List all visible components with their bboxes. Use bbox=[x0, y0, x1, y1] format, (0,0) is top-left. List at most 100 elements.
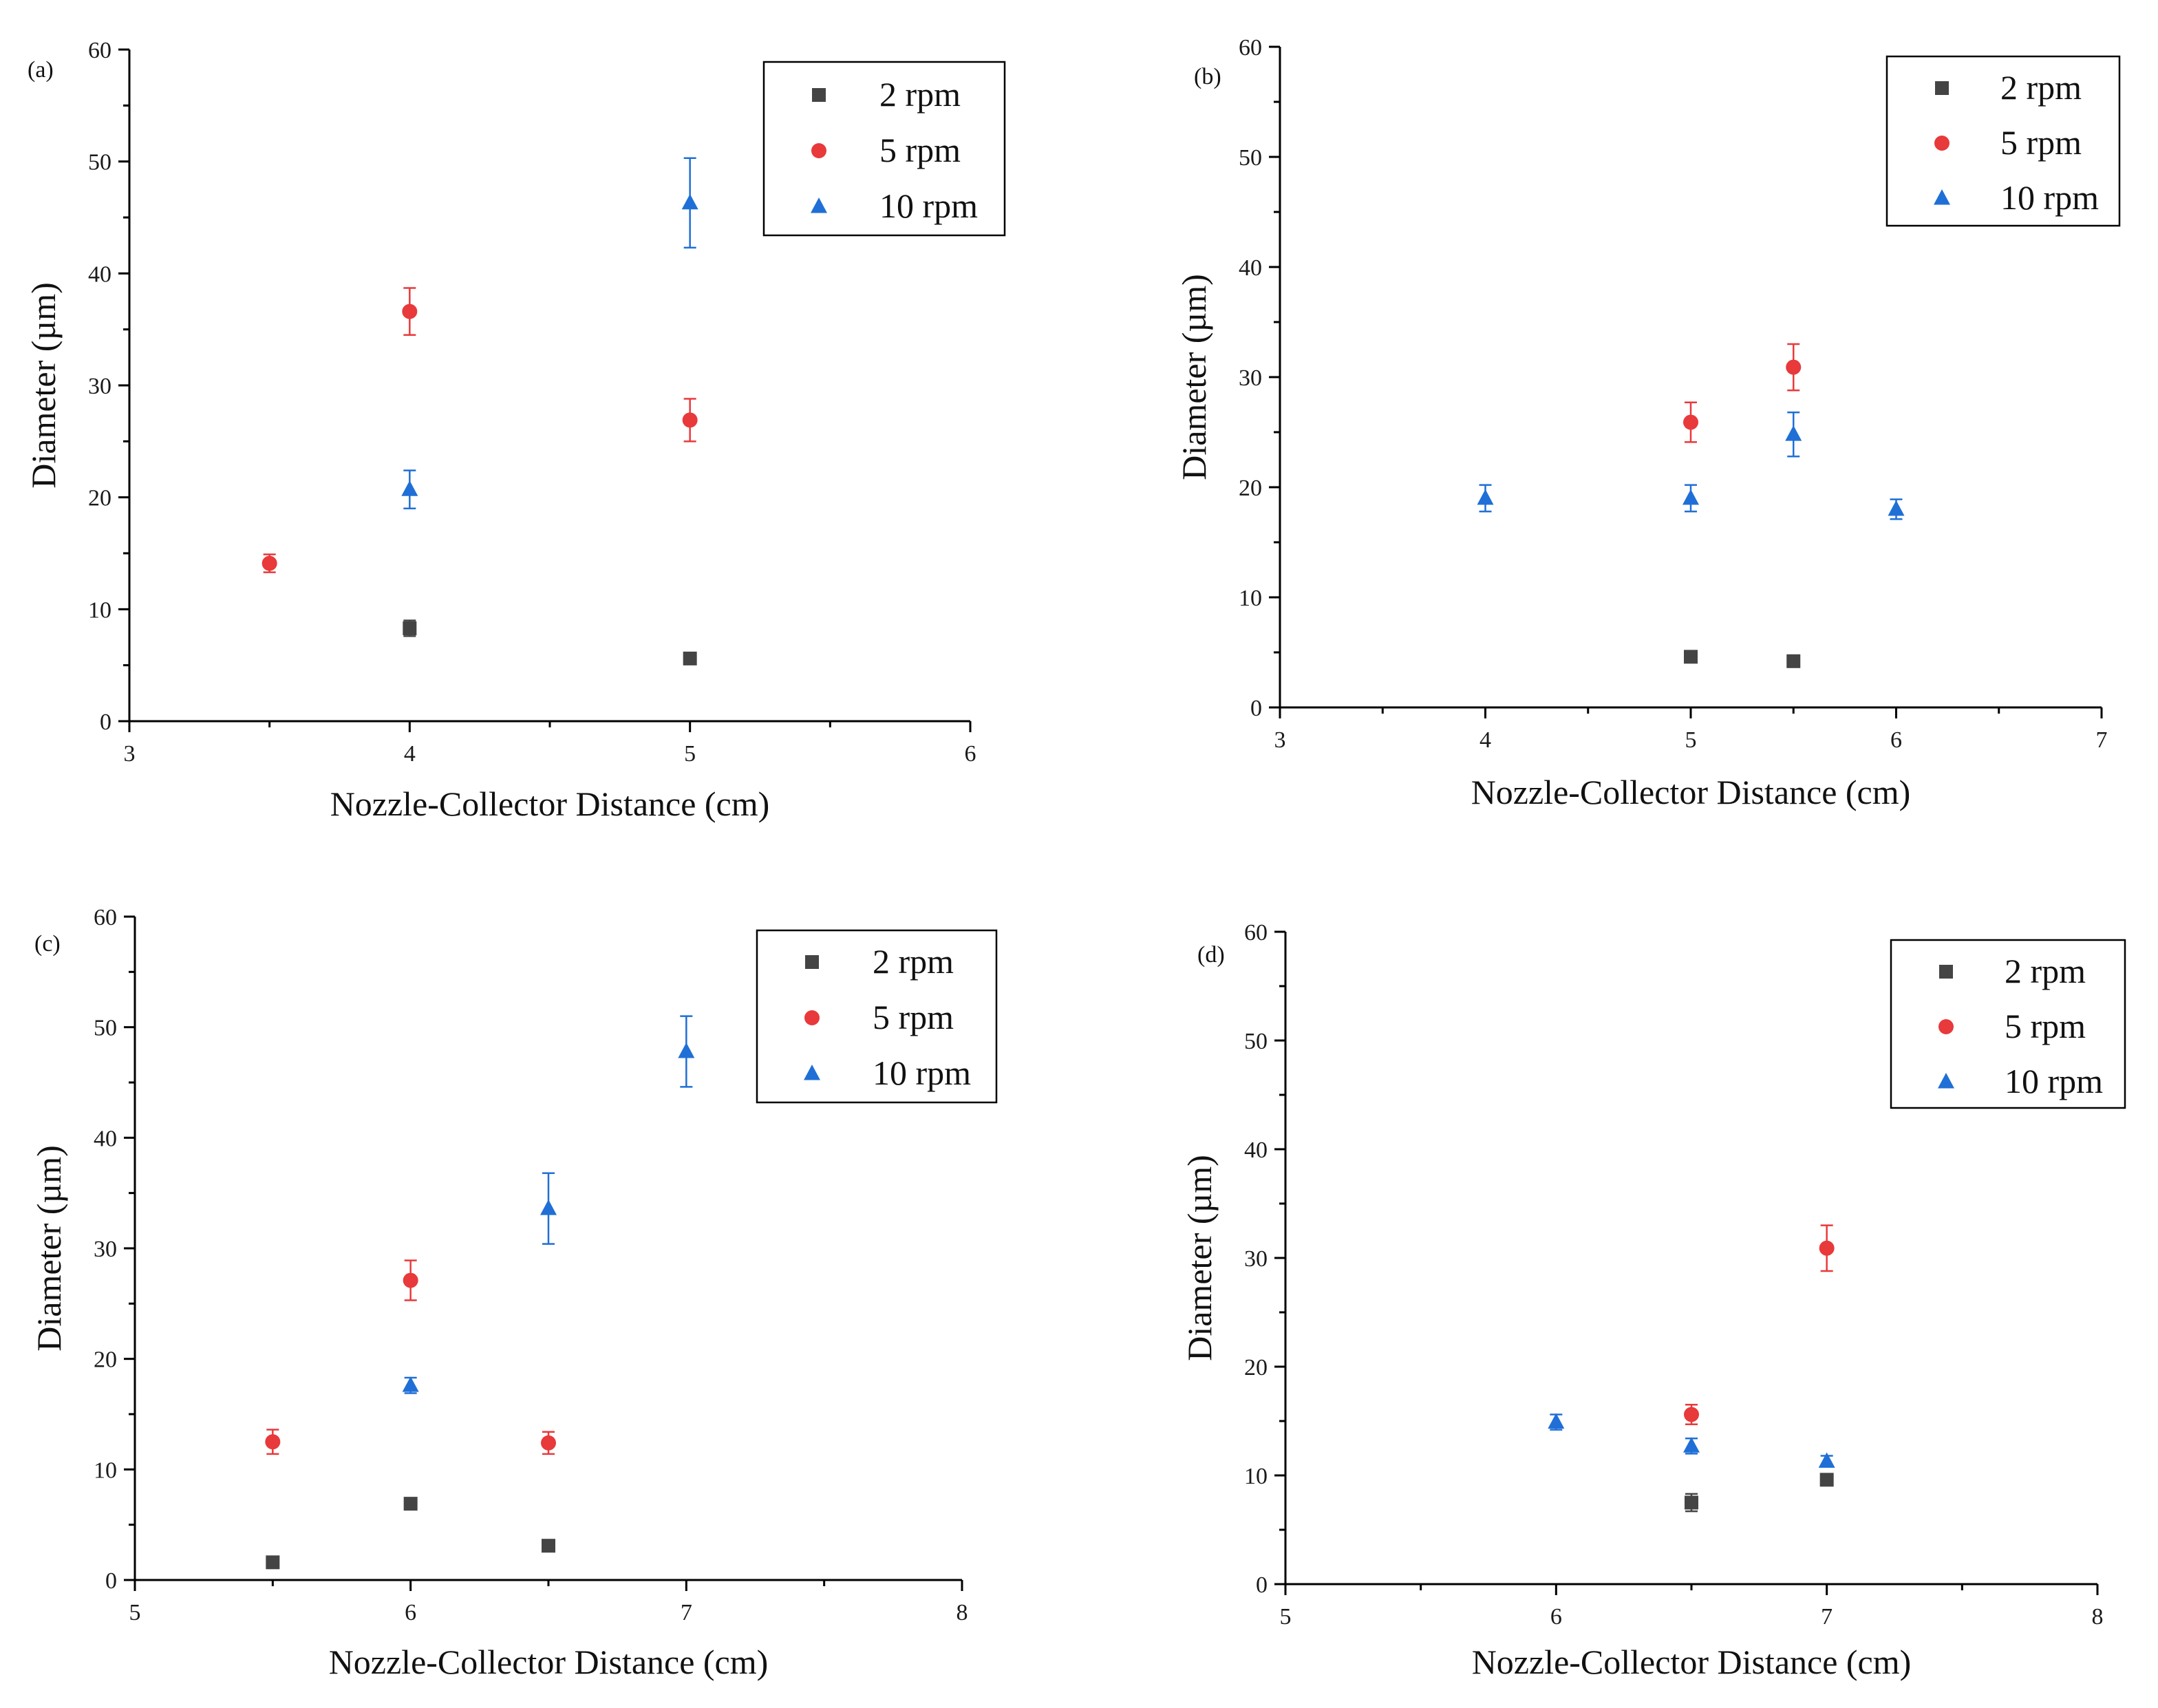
legend-box bbox=[762, 61, 1006, 237]
x-tick-label: 5 bbox=[1685, 727, 1697, 753]
x-tick-label: 7 bbox=[1821, 1604, 1833, 1630]
x-tick-label: 3 bbox=[124, 741, 136, 767]
y-tick-label: 20 bbox=[94, 1347, 117, 1373]
x-tick-label: 8 bbox=[2092, 1604, 2104, 1630]
data-point bbox=[681, 193, 698, 210]
x-tick-label: 6 bbox=[1550, 1604, 1562, 1630]
series-5-rpm bbox=[1684, 1224, 1835, 1425]
legend-marker bbox=[1934, 136, 1949, 151]
y-tick-label: 0 bbox=[1250, 696, 1262, 721]
legend-marker bbox=[812, 88, 826, 102]
legend-label: 2 rpm bbox=[2000, 68, 2082, 107]
legend-marker bbox=[805, 955, 819, 969]
series-2-rpm bbox=[1685, 1473, 1834, 1513]
legend-label: 10 rpm bbox=[2000, 178, 2099, 217]
panel-d: 0 10 20 30 40 50 60 5 6 7 8 Nozzle-Collector Distan… bbox=[1180, 920, 2126, 1681]
y-tick-label: 60 bbox=[1244, 920, 1268, 946]
panel-label: (b) bbox=[1194, 64, 1221, 89]
y-tick-label: 10 bbox=[94, 1458, 117, 1483]
data-point bbox=[1819, 1473, 1834, 1487]
legend-marker bbox=[1938, 1072, 1954, 1089]
series-2-rpm bbox=[266, 1497, 555, 1570]
x-axis-title: Nozzle-Collector Distance (cm) bbox=[1471, 773, 1911, 811]
legend-marker bbox=[811, 143, 826, 158]
legend-box bbox=[756, 929, 998, 1104]
data-point bbox=[1785, 425, 1802, 441]
y-axis-title: Diameter (µm) bbox=[24, 282, 63, 489]
series-5-rpm bbox=[1683, 343, 1802, 443]
y-tick-label: 30 bbox=[94, 1237, 117, 1262]
legend-box bbox=[1885, 55, 2121, 227]
panel-label: (d) bbox=[1197, 942, 1225, 968]
y-tick-label: 40 bbox=[1239, 255, 1262, 281]
data-point bbox=[1786, 654, 1801, 668]
data-point bbox=[1786, 359, 1802, 375]
y-tick-label: 20 bbox=[1244, 1355, 1268, 1380]
y-axis-title: Diameter (µm) bbox=[1180, 1155, 1219, 1361]
series-10-rpm bbox=[1548, 1413, 1835, 1468]
data-point bbox=[542, 1539, 555, 1553]
data-point bbox=[1888, 500, 1905, 516]
y-tick-label: 60 bbox=[88, 38, 111, 63]
y-tick-label: 40 bbox=[88, 261, 111, 287]
x-tick-label: 5 bbox=[129, 1600, 141, 1625]
x-tick-label: 7 bbox=[681, 1600, 692, 1625]
data-point bbox=[265, 1434, 281, 1450]
y-tick-label: 10 bbox=[88, 597, 111, 623]
y-tick-label: 0 bbox=[1256, 1572, 1268, 1598]
legend-label: 5 rpm bbox=[873, 998, 954, 1036]
y-tick-label: 50 bbox=[1244, 1029, 1268, 1054]
series-10-rpm bbox=[402, 1015, 695, 1394]
data-point bbox=[403, 1272, 418, 1288]
legend: 2 rpm 5 rpm 10 rpm bbox=[1890, 939, 2126, 1109]
data-point bbox=[541, 1435, 556, 1451]
data-point bbox=[1683, 1437, 1700, 1453]
data-point bbox=[1685, 1495, 1698, 1510]
y-tick-label: 60 bbox=[1239, 35, 1262, 61]
data-point bbox=[1684, 1407, 1699, 1422]
x-tick-label: 6 bbox=[405, 1600, 416, 1625]
x-axis-title: Nozzle-Collector Distance (cm) bbox=[1472, 1643, 1912, 1681]
legend-marker bbox=[804, 1010, 820, 1025]
x-tick-label: 7 bbox=[2096, 727, 2108, 753]
x-tick-label: 5 bbox=[1280, 1604, 1292, 1630]
series-5-rpm bbox=[265, 1259, 556, 1455]
x-tick-label: 4 bbox=[404, 741, 416, 767]
x-tick-label: 5 bbox=[684, 741, 696, 767]
data-point bbox=[682, 412, 698, 428]
series-2-rpm bbox=[1684, 650, 1801, 668]
data-point bbox=[1548, 1413, 1565, 1429]
y-tick-label: 20 bbox=[1239, 476, 1262, 501]
x-tick-label: 4 bbox=[1479, 727, 1491, 753]
legend-marker bbox=[1938, 1019, 1954, 1034]
legend-label: 10 rpm bbox=[879, 186, 978, 225]
y-tick-label: 10 bbox=[1244, 1464, 1268, 1489]
data-point bbox=[266, 1555, 280, 1570]
legend: 2 rpm 5 rpm 10 rpm bbox=[756, 929, 998, 1104]
legend-box bbox=[1890, 939, 2126, 1109]
legend-marker bbox=[1934, 189, 1950, 205]
series-5-rpm bbox=[261, 287, 698, 573]
data-point bbox=[1684, 650, 1698, 664]
legend-label: 10 rpm bbox=[873, 1054, 971, 1092]
panel-c: 0 10 20 30 40 50 60 5 6 7 8 Nozzle-Collector Distan… bbox=[30, 905, 998, 1681]
x-axis-title: Nozzle-Collector Distance (cm) bbox=[330, 784, 770, 823]
legend-marker bbox=[1935, 81, 1949, 95]
x-tick-label: 6 bbox=[1890, 727, 1902, 753]
y-axis-title: Diameter (µm) bbox=[1175, 274, 1213, 480]
legend-label: 2 rpm bbox=[879, 75, 961, 114]
data-point bbox=[1683, 414, 1698, 430]
legend-label: 10 rpm bbox=[2005, 1062, 2103, 1100]
data-point bbox=[540, 1199, 557, 1215]
panel-a: 0 10 20 30 40 50 60 3 4 5 6 Nozzle-Collector Distan… bbox=[24, 38, 1006, 823]
data-point bbox=[402, 303, 418, 319]
data-point bbox=[1818, 1452, 1835, 1468]
panel-b: 0 10 20 30 40 50 60 3 4 5 6 7 Nozzle-Collector Dista… bbox=[1175, 35, 2121, 811]
legend-marker bbox=[1939, 965, 1953, 979]
x-axis-title: Nozzle-Collector Distance (cm) bbox=[329, 1643, 769, 1681]
y-tick-label: 0 bbox=[100, 709, 111, 735]
y-tick-label: 30 bbox=[88, 374, 111, 399]
legend: 2 rpm 5 rpm 10 rpm bbox=[1885, 55, 2121, 227]
legend-marker bbox=[804, 1064, 820, 1080]
